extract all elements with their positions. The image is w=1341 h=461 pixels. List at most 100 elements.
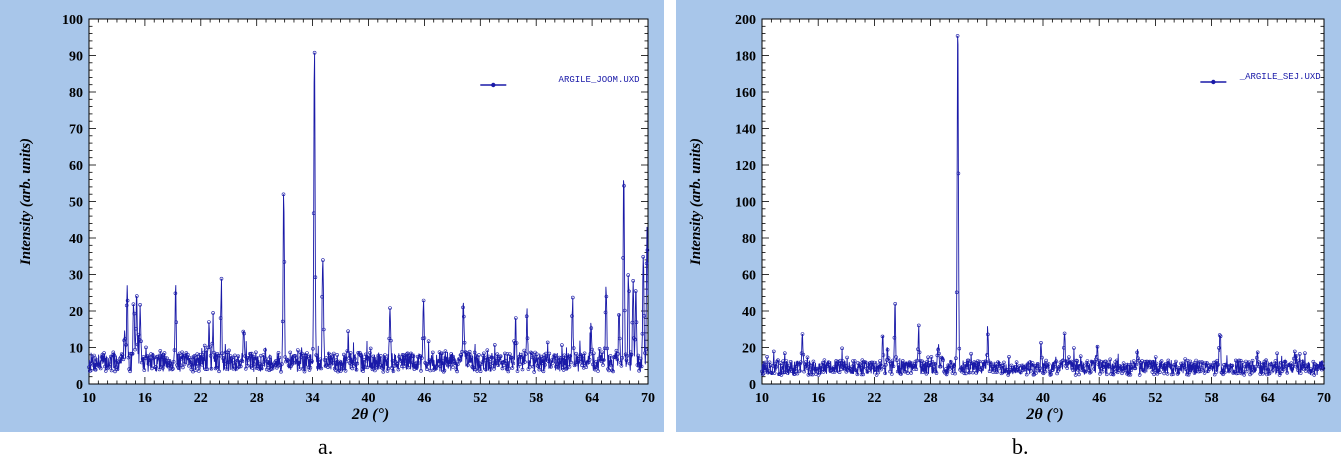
data-point xyxy=(239,358,244,363)
legend-marker xyxy=(1211,79,1216,85)
data-point xyxy=(348,351,353,355)
data-point xyxy=(223,362,227,366)
data-point xyxy=(448,356,453,361)
data-point xyxy=(799,360,803,365)
data-point xyxy=(1195,365,1200,370)
data-point xyxy=(188,358,193,362)
x-tick-label: 40 xyxy=(1036,391,1050,406)
data-point xyxy=(633,289,638,293)
data-point xyxy=(774,364,779,369)
data-point xyxy=(870,360,875,365)
data-point xyxy=(1137,373,1142,377)
data-point xyxy=(1257,364,1262,369)
data-point xyxy=(957,346,962,351)
data-point xyxy=(488,365,493,369)
data-point xyxy=(1170,367,1175,372)
data-point xyxy=(859,372,864,377)
data-point xyxy=(537,367,542,372)
data-point xyxy=(234,366,239,371)
data-point xyxy=(1254,355,1259,360)
data-point xyxy=(888,369,892,374)
data-point xyxy=(1150,370,1155,374)
data-point xyxy=(1139,361,1144,365)
data-point xyxy=(499,360,504,365)
data-point xyxy=(88,368,93,373)
data-point xyxy=(1303,351,1307,356)
data-point xyxy=(331,351,336,356)
data-point xyxy=(1136,358,1141,363)
data-point xyxy=(852,359,857,363)
data-point xyxy=(468,353,473,357)
data-point xyxy=(570,314,574,318)
data-point xyxy=(459,353,464,357)
data-point xyxy=(619,363,624,368)
data-point xyxy=(350,366,355,371)
data-point xyxy=(643,351,647,355)
data-point xyxy=(175,363,179,367)
data-point xyxy=(783,370,788,374)
data-point xyxy=(1254,364,1258,369)
data-point xyxy=(373,368,377,373)
data-point xyxy=(475,369,480,373)
data-point xyxy=(1002,368,1007,373)
data-point xyxy=(311,211,316,215)
data-point xyxy=(622,308,627,313)
data-point xyxy=(922,361,926,365)
data-point xyxy=(945,370,950,374)
data-point xyxy=(345,349,350,353)
data-point xyxy=(371,354,376,359)
data-point xyxy=(1038,366,1043,371)
data-point xyxy=(494,361,499,365)
data-point xyxy=(263,348,267,352)
data-point xyxy=(577,354,582,359)
data-point xyxy=(522,348,527,353)
data-point xyxy=(778,361,783,366)
data-point xyxy=(227,348,231,353)
data-point xyxy=(924,371,929,376)
data-point xyxy=(1261,361,1266,366)
data-point xyxy=(341,366,345,371)
data-point xyxy=(259,366,264,371)
data-point xyxy=(766,369,771,373)
y-tick-label: 0 xyxy=(749,378,756,393)
data-point xyxy=(230,355,235,360)
data-point xyxy=(1174,359,1178,364)
data-point xyxy=(305,354,310,359)
data-point xyxy=(372,366,376,371)
data-point xyxy=(881,353,886,357)
data-point xyxy=(795,371,800,376)
data-point xyxy=(422,336,427,340)
data-point xyxy=(536,364,541,369)
data-point xyxy=(482,351,486,356)
data-point xyxy=(806,372,811,377)
data-point xyxy=(279,369,283,374)
data-point xyxy=(1112,366,1117,371)
data-point xyxy=(274,365,279,370)
data-point xyxy=(607,358,612,363)
data-point xyxy=(164,360,168,364)
y-axis-label: Intensity (arb. units) xyxy=(688,138,704,266)
x-tick-label: 34 xyxy=(306,391,320,406)
data-point xyxy=(238,361,242,365)
data-point xyxy=(638,356,643,361)
data-point xyxy=(834,359,838,363)
data-point xyxy=(884,362,888,367)
data-point xyxy=(167,358,172,363)
data-point xyxy=(948,366,952,371)
data-point xyxy=(132,311,137,316)
data-point xyxy=(1057,364,1062,369)
data-point xyxy=(1212,372,1217,377)
data-point xyxy=(885,347,890,352)
data-point xyxy=(1068,360,1073,365)
data-point xyxy=(1077,364,1082,368)
data-point xyxy=(503,351,507,356)
data-point xyxy=(788,359,793,364)
data-point xyxy=(1185,358,1190,363)
data-point xyxy=(1163,363,1168,368)
x-tick-label: 52 xyxy=(1148,391,1162,406)
data-point xyxy=(892,335,897,340)
data-point xyxy=(426,339,431,344)
data-point xyxy=(1131,359,1136,363)
data-point xyxy=(271,362,276,367)
data-point xyxy=(1022,367,1027,372)
